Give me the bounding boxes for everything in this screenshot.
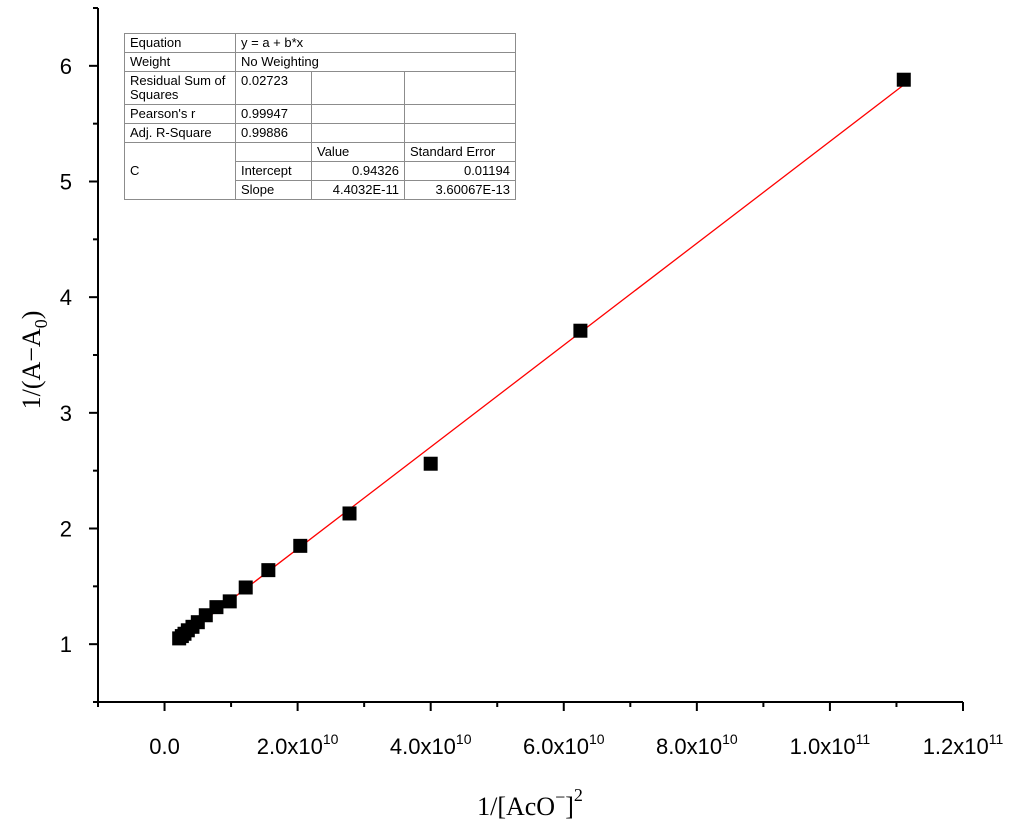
slope-error: 3.60067E-13: [404, 180, 516, 200]
fit-results-table: Equation y = a + b*x Weight No Weighting…: [124, 33, 516, 200]
data-point-marker: [222, 594, 237, 609]
y-axis-title: 1/(A−A0): [17, 311, 51, 410]
stderr-header: Standard Error: [404, 142, 516, 162]
axis-ticks: [89, 7, 964, 711]
group-label: C: [124, 142, 236, 200]
x-tick-label: 4.0x1010: [390, 731, 472, 759]
data-point-marker: [423, 456, 438, 471]
data-point-marker: [261, 563, 276, 578]
x-tick-label: 0.0: [149, 734, 180, 759]
empty-cell: [311, 104, 405, 124]
x-tick-label: 1.2x1011: [923, 731, 1004, 759]
rss-label: Residual Sum of Squares: [124, 71, 236, 105]
y-tick-label: 3: [60, 401, 72, 426]
data-point-marker: [342, 506, 357, 521]
pearson-value: 0.99947: [235, 104, 312, 124]
y-tick-label: 4: [60, 285, 72, 310]
data-point-marker: [293, 538, 308, 553]
slope-value: 4.4032E-11: [311, 180, 405, 200]
empty-cell: [404, 71, 516, 105]
x-tick-label: 6.0x1010: [523, 731, 605, 759]
table-row: Weight No Weighting: [124, 52, 516, 72]
table-row: Residual Sum of Squares 0.02723: [124, 71, 516, 105]
y-tick-label: 5: [60, 170, 72, 195]
intercept-error: 0.01194: [404, 161, 516, 181]
empty-cell: [311, 123, 405, 143]
adjr-value: 0.99886: [235, 123, 312, 143]
data-points: [172, 72, 911, 646]
data-point-marker: [238, 580, 253, 595]
x-tick-label: 1.0x1011: [790, 731, 871, 759]
weight-label: Weight: [124, 52, 236, 72]
adjr-label: Adj. R-Square: [124, 123, 236, 143]
empty-cell: [404, 123, 516, 143]
value-header: Value: [311, 142, 405, 162]
table-row: Intercept 0.94326 0.01194: [125, 161, 516, 181]
x-tick-label: 2.0x1010: [257, 731, 339, 759]
empty-cell: [235, 142, 312, 162]
data-point-marker: [573, 323, 588, 338]
empty-cell: [404, 104, 516, 124]
data-point-marker: [198, 608, 213, 623]
y-tick-label: 6: [60, 54, 72, 79]
table-row: Adj. R-Square 0.99886: [124, 123, 516, 143]
pearson-label: Pearson's r: [124, 104, 236, 124]
equation-value: y = a + b*x: [235, 33, 516, 53]
data-point-marker: [209, 600, 224, 615]
rss-value: 0.02723: [235, 71, 312, 105]
intercept-label: Intercept: [235, 161, 312, 181]
weight-value: No Weighting: [235, 52, 516, 72]
table-row: Equation y = a + b*x: [124, 33, 516, 53]
equation-label: Equation: [124, 33, 236, 53]
tick-labels: 1 2 3 4 5 6 0.0 2.0x1010 4.0x1010 6.0x1010 8.0x101…: [60, 54, 1004, 759]
x-tick-label: 8.0x1010: [656, 731, 738, 759]
table-row: Slope 4.4032E-11 3.60067E-13: [125, 180, 516, 200]
slope-label: Slope: [235, 180, 312, 200]
table-row: Pearson's r 0.99947: [124, 104, 516, 124]
data-point-marker: [896, 72, 911, 87]
table-row: C Value Standard Error: [124, 142, 516, 200]
intercept-value: 0.94326: [311, 161, 405, 181]
empty-cell: [311, 71, 405, 105]
x-axis-title: 1/[AcO−]2: [477, 785, 583, 821]
y-tick-label: 1: [60, 632, 72, 657]
y-tick-label: 2: [60, 517, 72, 542]
